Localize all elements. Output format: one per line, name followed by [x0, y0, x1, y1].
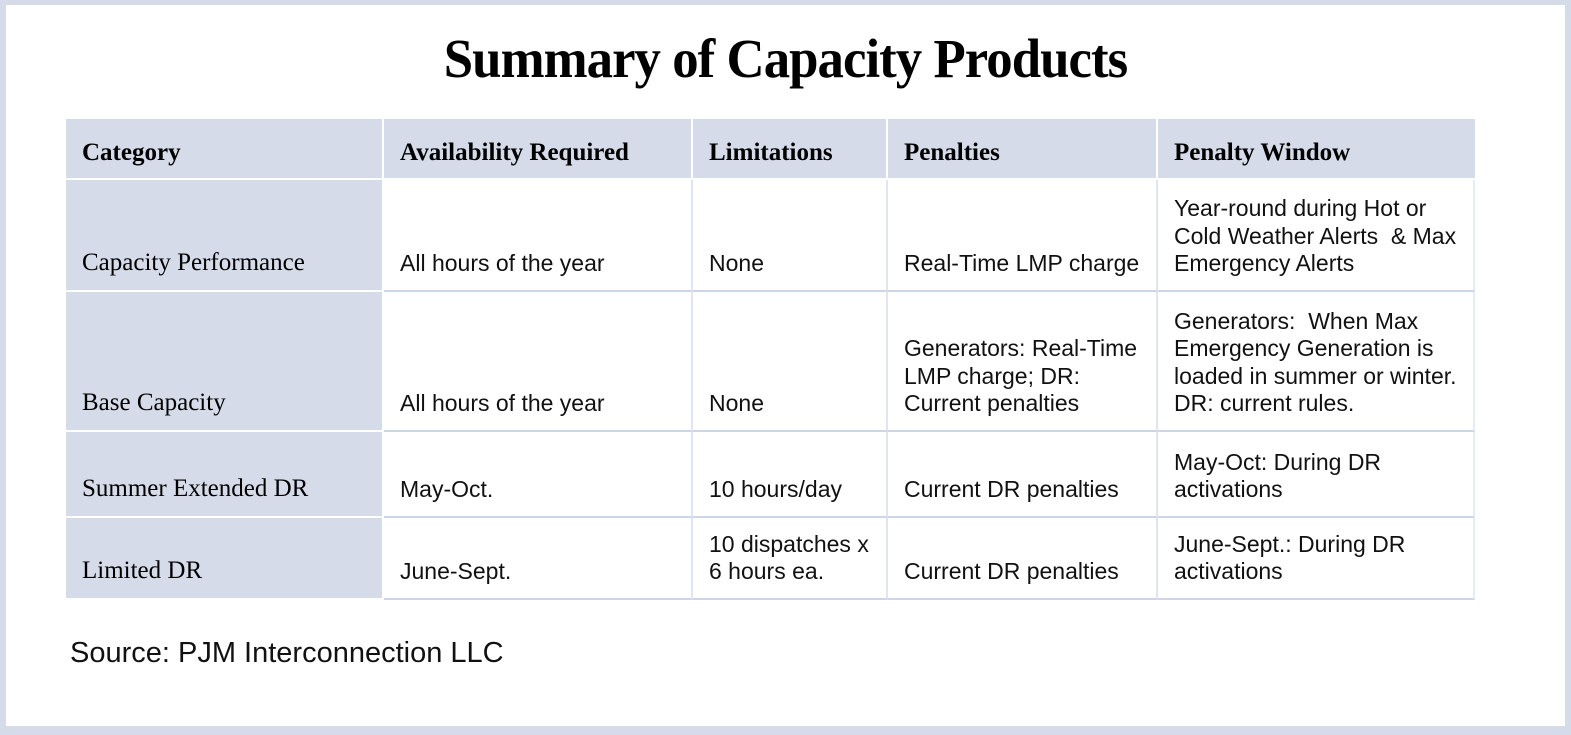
capacity-products-table: Category Availability Required Limitatio…: [66, 119, 1475, 600]
penalty-window-cell: Year-round during Hot or Cold Weather Al…: [1158, 180, 1475, 292]
column-header-availability: Availability Required: [384, 119, 693, 180]
table-row: Limited DR June-Sept. 10 dispatches x 6 …: [66, 518, 1475, 600]
category-cell: Capacity Performance: [66, 180, 384, 292]
table-row: Summer Extended DR May-Oct. 10 hours/day…: [66, 432, 1475, 518]
column-header-penalties: Penalties: [888, 119, 1158, 180]
availability-cell: June-Sept.: [384, 518, 693, 600]
penalty-window-cell: June-Sept.: During DR activations: [1158, 518, 1475, 600]
column-header-category: Category: [66, 119, 384, 180]
penalties-cell: Current DR penalties: [888, 432, 1158, 518]
limitations-cell: None: [693, 180, 888, 292]
column-header-limitations: Limitations: [693, 119, 888, 180]
availability-cell: All hours of the year: [384, 292, 693, 432]
availability-cell: May-Oct.: [384, 432, 693, 518]
slide-title: Summary of Capacity Products: [443, 28, 1128, 89]
table-row: Base Capacity All hours of the year None…: [66, 292, 1475, 432]
penalties-cell: Current DR penalties: [888, 518, 1158, 600]
source-caption: Source: PJM Interconnection LLC: [70, 637, 504, 669]
penalty-window-cell: Generators: When Max Emergency Generatio…: [1158, 292, 1475, 432]
limitations-cell: 10 hours/day: [693, 432, 888, 518]
category-cell: Limited DR: [66, 518, 384, 600]
penalty-window-cell: May-Oct: During DR activations: [1158, 432, 1475, 518]
column-header-penalty-window: Penalty Window: [1158, 119, 1475, 180]
availability-cell: All hours of the year: [384, 180, 693, 292]
header-row: Category Availability Required Limitatio…: [66, 119, 1475, 180]
category-cell: Base Capacity: [66, 292, 384, 432]
category-cell: Summer Extended DR: [66, 432, 384, 518]
limitations-cell: None: [693, 292, 888, 432]
penalties-cell: Real-Time LMP charge: [888, 180, 1158, 292]
penalties-cell: Generators: Real-Time LMP charge; DR: Cu…: [888, 292, 1158, 432]
limitations-cell: 10 dispatches x 6 hours ea.: [693, 518, 888, 600]
table-row: Capacity Performance All hours of the ye…: [66, 180, 1475, 292]
